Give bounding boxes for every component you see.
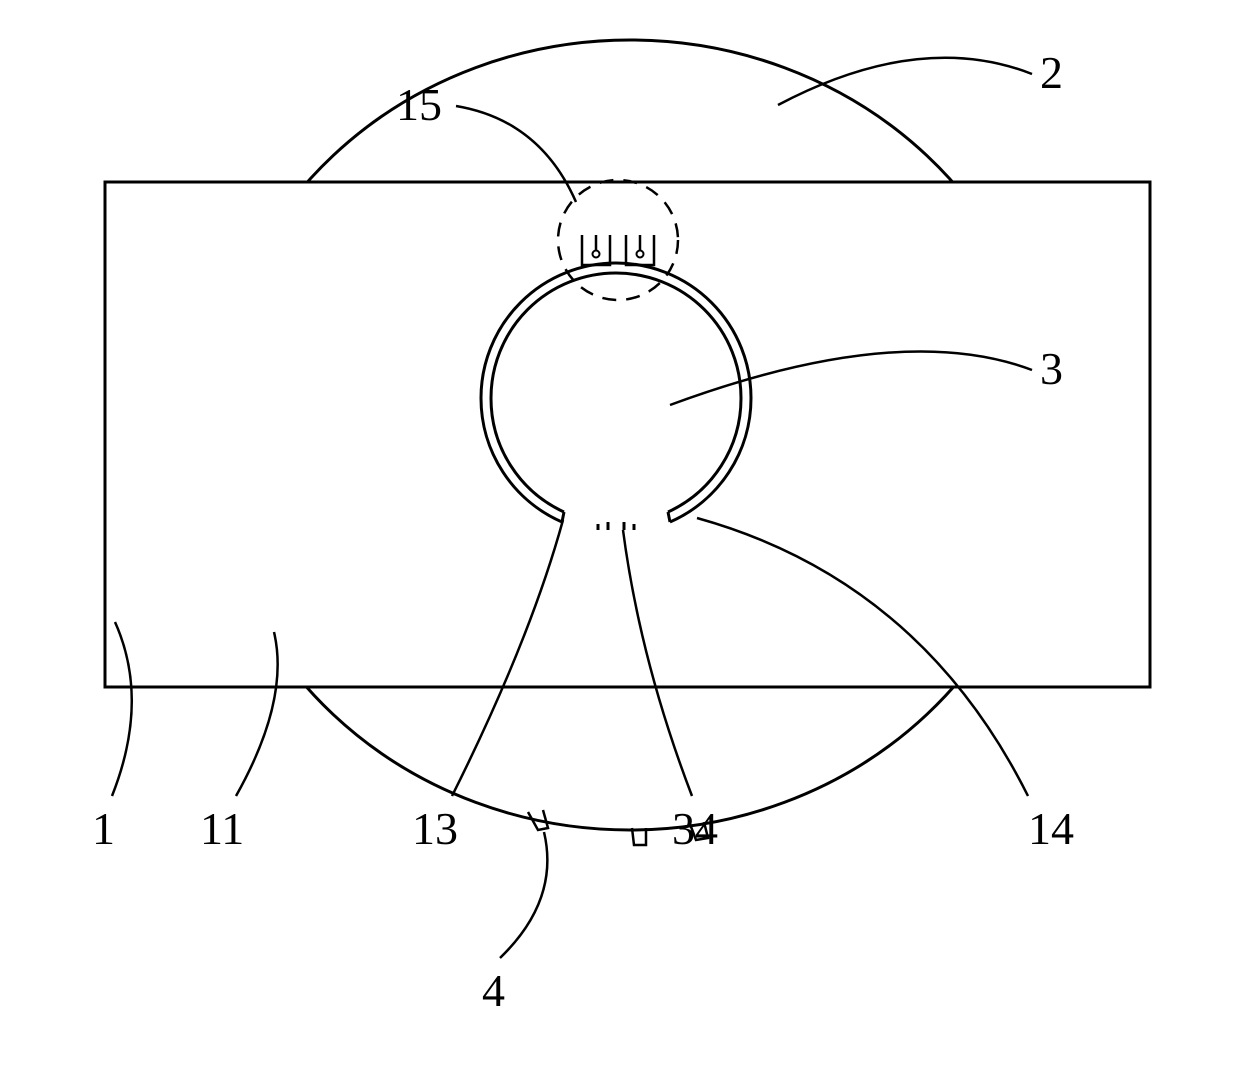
label-4: 4 — [482, 964, 505, 1017]
inner-ring — [481, 263, 751, 530]
label-1: 1 — [92, 802, 115, 855]
label-13: 13 — [412, 802, 458, 855]
label-11: 11 — [200, 802, 244, 855]
top-brackets — [582, 235, 654, 265]
label-2: 2 — [1040, 46, 1063, 99]
main-rectangle — [105, 182, 1150, 687]
label-14: 14 — [1028, 802, 1074, 855]
label-3: 3 — [1040, 342, 1063, 395]
label-15: 15 — [396, 78, 442, 131]
leader-lines — [112, 58, 1032, 958]
diagram-canvas — [0, 0, 1240, 1071]
label-34: 34 — [672, 802, 718, 855]
outer-ellipse — [210, 40, 1050, 830]
